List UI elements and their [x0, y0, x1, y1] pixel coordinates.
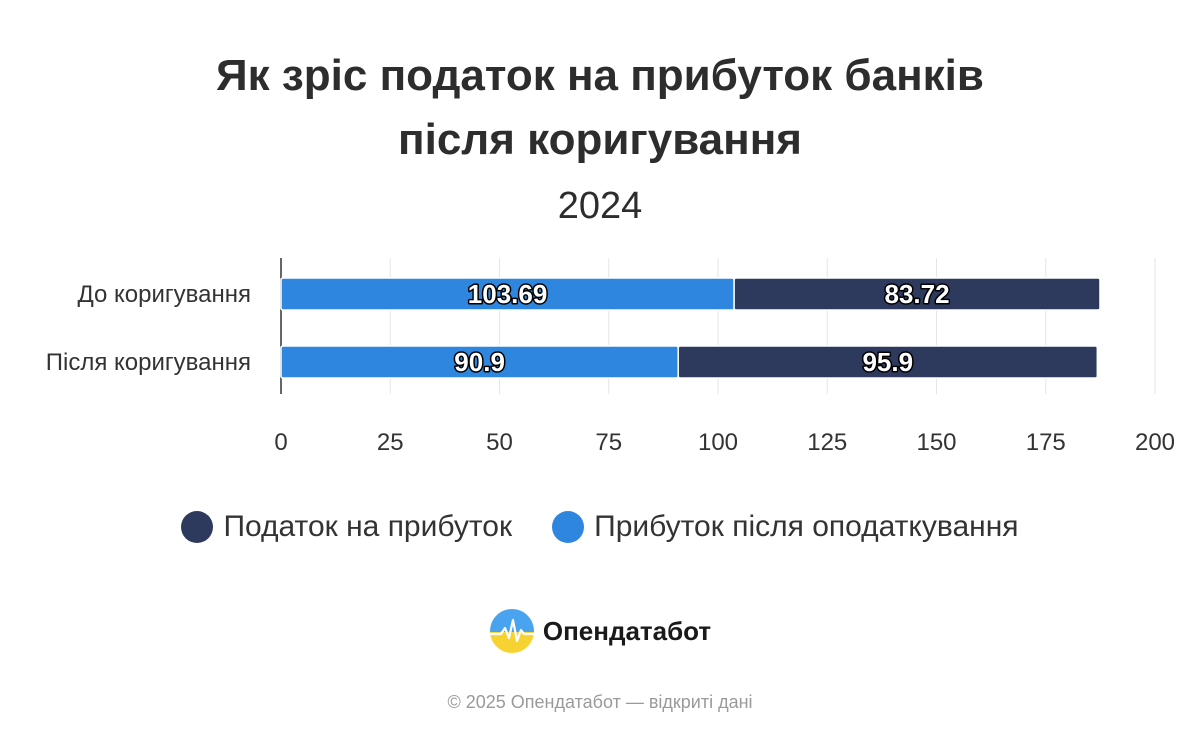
bar-chart: 0 25 50 75 100 125 150 175 200 До коригування 103.… [46, 258, 1175, 456]
x-tick-label: 125 [807, 429, 847, 456]
legend-label-profit: Прибуток після оподаткування [594, 510, 1019, 543]
data-label: 103.69 [468, 279, 548, 309]
data-label: 83.72 [885, 279, 950, 309]
legend-marker-tax [181, 511, 214, 543]
x-tick-label: 25 [377, 429, 404, 456]
x-tick-label: 200 [1135, 429, 1175, 456]
bar-income-tax [733, 277, 1101, 311]
data-label: 90.9 [454, 347, 505, 377]
brand: Опендатабот [0, 608, 1200, 654]
data-label: 95.9 [862, 347, 913, 377]
legend-item-tax[interactable]: Податок на прибуток [181, 510, 512, 544]
category-label: До коригування [78, 281, 252, 308]
chart-title-line-1: Як зріс податок на прибуток банків [216, 51, 984, 100]
x-tick-label: 0 [274, 429, 287, 456]
legend-item-profit[interactable]: Прибуток після оподаткування [552, 510, 1019, 544]
footer-copyright: © 2025 Опендатабот — відкриті дані [447, 692, 753, 712]
category-label: Після коригування [46, 349, 251, 376]
x-tick-label: 150 [916, 429, 956, 456]
x-tick-label: 50 [486, 429, 513, 456]
x-tick-label: 75 [595, 429, 622, 456]
brand-name: Опендатабот [542, 615, 712, 646]
chart-legend: Податок на прибуток Прибуток після опода… [0, 510, 1200, 544]
chart-subtitle: 2024 [557, 185, 643, 227]
x-tick-label: 100 [698, 429, 738, 456]
legend-label-tax: Податок на прибуток [223, 510, 513, 543]
bar-income-tax [677, 345, 1099, 379]
chart-title: Як зріс податок на прибуток банків після… [0, 44, 1200, 172]
opendatabot-logo-icon [489, 609, 534, 653]
x-tick-label: 175 [1026, 429, 1066, 456]
chart-title-line-2: після коригування [398, 115, 802, 164]
legend-marker-profit [552, 511, 585, 543]
